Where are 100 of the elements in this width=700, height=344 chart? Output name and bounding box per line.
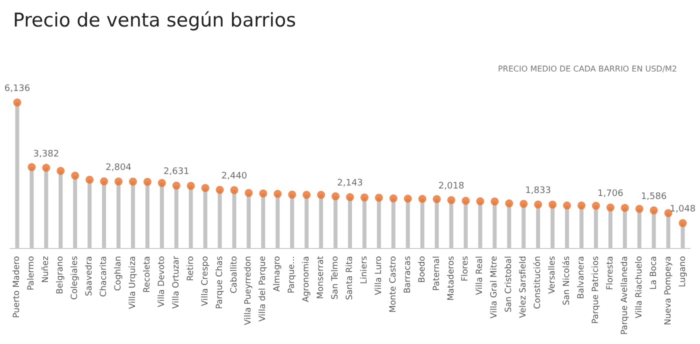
x-tick-label: Liniers	[359, 255, 370, 284]
point	[230, 186, 238, 194]
point	[578, 202, 586, 210]
chart-title: Precio de venta según barrios	[13, 10, 296, 32]
x-tick-label: Flores	[460, 255, 471, 282]
x-tick-label: Retiro	[186, 256, 196, 281]
point	[432, 195, 441, 204]
point	[476, 197, 484, 206]
point	[332, 192, 340, 200]
point	[100, 177, 108, 186]
point	[447, 196, 456, 204]
point	[172, 182, 180, 190]
point	[302, 190, 311, 199]
point	[259, 189, 268, 198]
data-label: 2,631	[164, 167, 190, 178]
x-tick-label: Palermo	[26, 256, 37, 290]
x-tick-label: Parque Patricios	[590, 255, 601, 324]
x-tick-label: Chacarita	[99, 256, 110, 297]
x-tick-label: Villa Luro	[374, 256, 384, 296]
point	[158, 179, 166, 188]
data-label: 1,048	[670, 204, 696, 215]
point	[56, 166, 65, 175]
data-label: 1,833	[525, 186, 551, 196]
x-tick-label: La Boca	[648, 256, 659, 290]
point	[288, 190, 296, 199]
point	[114, 178, 123, 186]
x-tick-label: Villa Gral Mitre	[490, 256, 500, 319]
point	[418, 194, 426, 203]
point	[462, 196, 470, 205]
x-tick-label: Villa Real	[475, 256, 486, 295]
x-tick-label: Villa Pueyrredon	[244, 256, 254, 326]
point	[490, 198, 499, 206]
x-tick-label: Velez Sarsfield	[518, 256, 529, 318]
x-tick-label: Monserrat	[316, 255, 326, 299]
x-tick-label: Boedo	[417, 256, 428, 283]
x-tick-label: San Nicolás	[562, 255, 572, 306]
point	[505, 199, 514, 208]
x-tick-label: Santa Rita	[345, 256, 355, 300]
x-tick-label: Nuñez	[41, 255, 52, 283]
point	[28, 163, 36, 172]
data-label: 1,586	[640, 192, 667, 202]
x-tick-label: Parque Chas	[214, 255, 225, 309]
x-tick-label: Almagro	[272, 256, 283, 292]
x-tick-label: Colegiales	[70, 255, 80, 300]
x-tick-label: Villa Devoto	[156, 256, 167, 308]
chart-subtitle: PRECIO MEDIO DE CADA BARRIO EN USD/M2	[498, 64, 677, 74]
data-label: 2,804	[106, 163, 132, 174]
point	[86, 176, 94, 184]
x-tick-label: Monte Castro	[388, 256, 398, 313]
x-tick-label: Coghlan	[114, 256, 124, 291]
point	[389, 194, 398, 202]
point	[374, 194, 383, 202]
x-tick-label: Versalles	[548, 255, 558, 294]
x-tick-label: Mataderos	[446, 255, 456, 301]
x-tick-label: Lugano	[678, 256, 688, 288]
x-tick-label: San Telmo	[330, 256, 341, 300]
x-tick-label: Nueva Pompeya	[663, 256, 674, 326]
x-tick-label: Paternal	[432, 256, 442, 291]
x-tick-label: Villa Urquiza	[128, 256, 138, 310]
x-tick-label: Barracas	[402, 255, 413, 294]
point	[650, 206, 658, 214]
x-tick-label: Belgrano	[56, 256, 66, 294]
point	[13, 98, 22, 106]
point	[664, 209, 672, 218]
point	[71, 172, 80, 180]
x-tick-label: Balvanera	[576, 256, 586, 299]
x-tick-label: Agronomia	[302, 256, 312, 302]
data-label: 2,440	[221, 172, 248, 182]
data-label: 2,143	[337, 178, 363, 189]
x-tick-label: Villa del Parque	[258, 256, 268, 322]
x-tick-label: Caballito	[229, 256, 240, 294]
x-tick-label: Recoleta	[142, 256, 152, 293]
x-tick-label: Saavedra	[84, 256, 95, 296]
data-label: 2,018	[438, 182, 464, 192]
point	[143, 178, 152, 186]
x-tick-label: Puerto Madero	[12, 256, 22, 318]
point	[346, 193, 354, 202]
point	[317, 190, 326, 199]
point	[244, 188, 253, 197]
point	[678, 219, 687, 228]
x-tick-label: Villa Ortuzar	[171, 256, 182, 309]
data-label: 3,382	[33, 149, 60, 160]
point	[216, 186, 224, 194]
x-tick-label: Floresta	[605, 256, 616, 290]
point	[360, 193, 368, 202]
point	[635, 204, 644, 213]
point	[620, 204, 629, 212]
point	[128, 178, 137, 186]
x-tick-label: Parque Avellaneda	[620, 256, 630, 335]
point	[274, 190, 282, 198]
point	[42, 164, 50, 172]
x-tick-label: Constitución	[533, 256, 544, 309]
point	[592, 202, 600, 210]
x-tick-label: Parque...	[287, 256, 298, 294]
point	[606, 204, 614, 212]
point	[534, 200, 542, 209]
point	[404, 194, 412, 203]
data-label: 1,706	[598, 189, 624, 200]
x-tick-label: Villa Riachuelo	[634, 256, 644, 318]
point	[201, 184, 210, 192]
